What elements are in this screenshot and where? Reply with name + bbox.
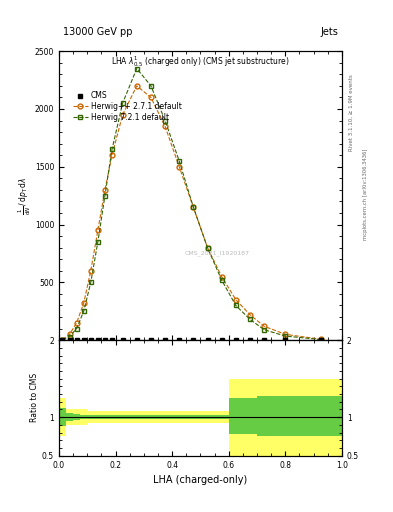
Herwig++ 2.7.1 default xyxy=(60,336,65,343)
Herwig 7.2.1 default xyxy=(191,204,196,210)
Herwig++ 2.7.1 default xyxy=(67,331,72,337)
Herwig 7.2.1 default xyxy=(67,334,72,340)
Herwig 7.2.1 default xyxy=(74,326,79,332)
Herwig 7.2.1 default xyxy=(219,277,224,283)
Text: Jets: Jets xyxy=(320,27,338,37)
Herwig++ 2.7.1 default xyxy=(233,296,238,303)
Herwig++ 2.7.1 default xyxy=(219,273,224,280)
CMS xyxy=(110,337,114,343)
CMS xyxy=(95,337,100,343)
Herwig 7.2.1 default xyxy=(262,327,266,333)
Herwig 7.2.1 default xyxy=(149,83,153,89)
CMS xyxy=(67,337,72,343)
Herwig 7.2.1 default xyxy=(95,239,100,245)
Y-axis label: $\frac{1}{\mathrm{d}N}\,/\,\mathrm{d}p_{\mathrm{T}}\,\mathrm{d}\lambda$: $\frac{1}{\mathrm{d}N}\,/\,\mathrm{d}p_{… xyxy=(17,177,33,215)
Line: Herwig 7.2.1 default: Herwig 7.2.1 default xyxy=(60,66,323,342)
CMS xyxy=(191,337,196,343)
CMS xyxy=(103,337,107,343)
Herwig 7.2.1 default xyxy=(283,333,288,339)
Text: 13000 GeV pp: 13000 GeV pp xyxy=(63,27,132,37)
Herwig++ 2.7.1 default xyxy=(149,94,153,100)
CMS xyxy=(318,337,323,343)
Herwig++ 2.7.1 default xyxy=(110,152,114,158)
CMS xyxy=(149,337,153,343)
CMS xyxy=(248,337,252,343)
Herwig++ 2.7.1 default xyxy=(120,112,125,118)
Text: CMS_2021_I1920187: CMS_2021_I1920187 xyxy=(185,250,250,257)
CMS xyxy=(60,337,65,343)
CMS xyxy=(120,337,125,343)
Herwig 7.2.1 default xyxy=(248,316,252,323)
CMS xyxy=(163,337,167,343)
Herwig++ 2.7.1 default xyxy=(248,312,252,318)
CMS xyxy=(219,337,224,343)
Herwig++ 2.7.1 default xyxy=(163,123,167,130)
Herwig 7.2.1 default xyxy=(318,336,323,343)
CMS xyxy=(81,337,86,343)
CMS xyxy=(177,337,182,343)
Y-axis label: Ratio to CMS: Ratio to CMS xyxy=(30,373,39,422)
Line: CMS: CMS xyxy=(61,338,322,342)
Herwig++ 2.7.1 default xyxy=(318,336,323,342)
Text: mcplots.cern.ch [arXiv:1306.3436]: mcplots.cern.ch [arXiv:1306.3436] xyxy=(363,149,368,240)
CMS xyxy=(205,337,210,343)
Herwig 7.2.1 default xyxy=(88,279,93,285)
Herwig 7.2.1 default xyxy=(134,66,139,72)
Herwig++ 2.7.1 default xyxy=(262,323,266,329)
Herwig 7.2.1 default xyxy=(205,245,210,251)
CMS xyxy=(233,337,238,343)
Herwig++ 2.7.1 default xyxy=(283,331,288,337)
Herwig 7.2.1 default xyxy=(103,193,107,199)
CMS xyxy=(74,337,79,343)
Herwig 7.2.1 default xyxy=(120,100,125,106)
CMS xyxy=(134,337,139,343)
Text: LHA $\lambda^{1}_{0.5}$ (charged only) (CMS jet substructure): LHA $\lambda^{1}_{0.5}$ (charged only) (… xyxy=(111,54,290,69)
Herwig++ 2.7.1 default xyxy=(81,300,86,306)
CMS xyxy=(262,337,266,343)
Herwig 7.2.1 default xyxy=(60,337,65,343)
Herwig++ 2.7.1 default xyxy=(95,227,100,233)
Herwig++ 2.7.1 default xyxy=(103,187,107,193)
Herwig++ 2.7.1 default xyxy=(74,319,79,326)
X-axis label: LHA (charged-only): LHA (charged-only) xyxy=(153,475,248,485)
Herwig 7.2.1 default xyxy=(81,308,86,314)
Herwig++ 2.7.1 default xyxy=(177,164,182,170)
Herwig 7.2.1 default xyxy=(163,117,167,123)
Text: Rivet 3.1.10, ≥ 1.9M events: Rivet 3.1.10, ≥ 1.9M events xyxy=(349,74,354,151)
Herwig++ 2.7.1 default xyxy=(134,83,139,89)
Herwig++ 2.7.1 default xyxy=(205,245,210,251)
Herwig++ 2.7.1 default xyxy=(191,204,196,210)
Herwig 7.2.1 default xyxy=(110,146,114,153)
Legend: CMS, Herwig++ 2.7.1 default, Herwig 7.2.1 default: CMS, Herwig++ 2.7.1 default, Herwig 7.2.… xyxy=(71,90,184,123)
CMS xyxy=(88,337,93,343)
Herwig 7.2.1 default xyxy=(177,158,182,164)
Herwig++ 2.7.1 default xyxy=(88,268,93,274)
CMS xyxy=(283,337,288,343)
Herwig 7.2.1 default xyxy=(233,303,238,309)
Line: Herwig++ 2.7.1 default: Herwig++ 2.7.1 default xyxy=(60,83,323,342)
